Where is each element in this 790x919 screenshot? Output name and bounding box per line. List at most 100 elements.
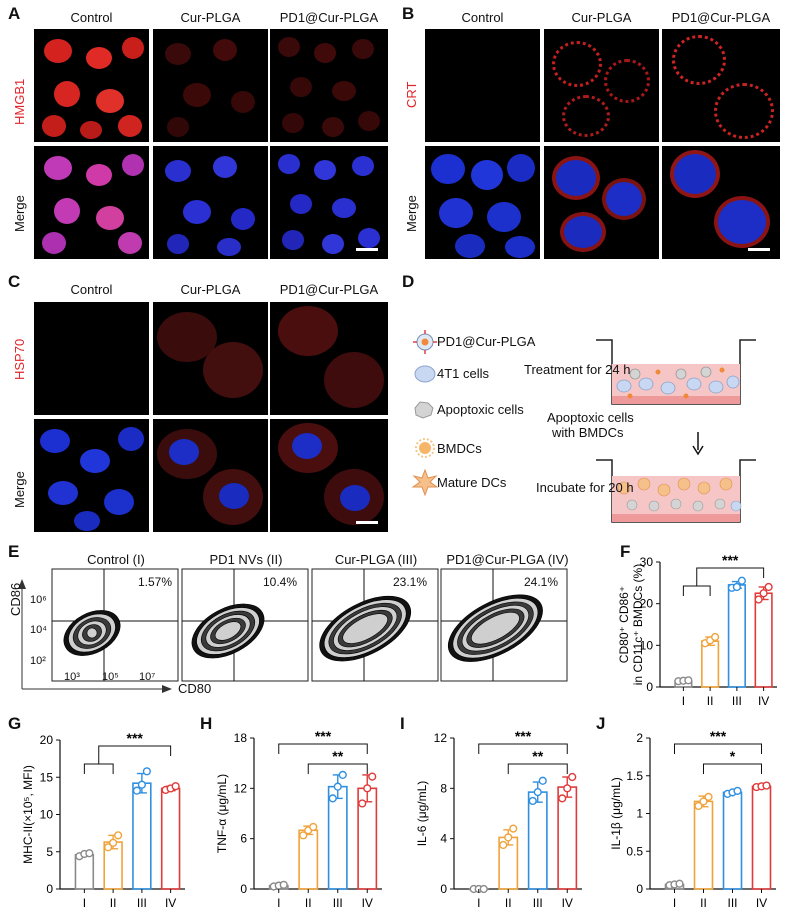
col-title-cur-plga: Cur-PLGA <box>571 10 632 25</box>
data-point <box>137 780 146 789</box>
micrograph-c-merge-control <box>34 419 149 532</box>
x-tick-label: III <box>333 896 343 910</box>
data-point <box>504 833 513 842</box>
density-contour <box>471 612 520 645</box>
x-tick-label: I <box>682 694 685 708</box>
data-point <box>737 576 746 585</box>
density-contour <box>214 621 242 641</box>
y-tick-label: 6 <box>240 832 247 846</box>
col-title-pd1-cur-plga: PD1@Cur-PLGA <box>671 10 771 25</box>
pd1-cur-plga-icon <box>413 330 437 354</box>
arrow-label-line1: Apoptoxic cells <box>547 410 634 425</box>
data-point <box>509 824 518 833</box>
y-tick-label: 1 <box>636 807 643 821</box>
data-point <box>328 794 337 803</box>
flow-title-cur-plga: Cur-PLGA (III) <box>334 552 418 567</box>
y-tick-label: 8 <box>440 781 447 795</box>
bar-IV <box>557 786 578 890</box>
y-tick-label: 30 <box>640 555 654 569</box>
sig-label: * <box>730 748 736 764</box>
panel-label-i: I <box>400 714 405 733</box>
flow-title-pd1-nvs: PD1 NVs (II) <box>209 552 283 567</box>
data-point <box>171 782 180 791</box>
sig-bracket <box>696 567 765 586</box>
data-point <box>754 595 763 604</box>
panel-label-h: H <box>200 714 213 733</box>
micrograph-c-merge-pd1-cur-plga <box>270 419 388 532</box>
sig-label: *** <box>127 730 144 746</box>
x-tick-label: III <box>732 694 742 708</box>
x-tick-label: IV <box>165 896 176 910</box>
bar-IV <box>754 592 773 688</box>
data-point <box>279 880 288 889</box>
data-point <box>732 582 741 592</box>
x-tick-label: III <box>533 896 543 910</box>
scale-bar <box>356 521 378 524</box>
flow-xtick-1e3: 10³ <box>64 671 80 683</box>
x-tick-label: IV <box>758 694 769 708</box>
data-point <box>114 831 123 840</box>
y-tick-label: 0 <box>636 882 643 896</box>
data-point <box>299 831 308 840</box>
micrograph-b-crt-cur-plga <box>544 29 659 142</box>
x-tick-label: II <box>305 896 312 910</box>
data-point <box>759 589 768 598</box>
x-tick-label: I <box>277 896 280 910</box>
data-point <box>309 822 318 832</box>
y-tick-label: 12 <box>434 731 448 745</box>
bar-III <box>722 791 743 890</box>
y-tick-label: 18 <box>234 731 248 745</box>
sig-label: ** <box>332 748 343 764</box>
flow-ytick-1e4: 10⁴ <box>30 624 47 636</box>
panel-label-a: A <box>8 4 21 23</box>
step-label-treatment: Treatment for 24 h <box>524 362 631 377</box>
panel-label-b: B <box>402 4 415 23</box>
data-point <box>762 781 771 790</box>
panel-label-c: C <box>8 272 21 291</box>
y-tick-label: 20 <box>40 733 54 747</box>
col-title-pd1-cur-plga: PD1@Cur-PLGA <box>279 10 379 25</box>
y-tick-label: 0.5 <box>626 844 643 858</box>
y-tick-label: 0 <box>46 882 53 896</box>
data-point <box>479 884 488 894</box>
y-tick-label: 2 <box>636 731 643 745</box>
col-title-pd1-cur-plga: PD1@Cur-PLGA <box>279 282 379 297</box>
micrograph-a-merge-control <box>34 146 149 259</box>
sig-label: *** <box>315 728 332 744</box>
micrograph-b-merge-pd1-cur-plga <box>662 146 780 259</box>
x-tick-label: I <box>673 896 676 910</box>
micrograph-b-crt-control <box>425 29 540 142</box>
data-point <box>694 801 703 811</box>
micrograph-b-merge-control <box>425 146 540 259</box>
micrograph-c-merge-cur-plga <box>153 419 268 532</box>
sig-bracket <box>307 763 368 774</box>
data-point <box>699 797 708 806</box>
flow-title-control: Control (I) <box>87 552 145 567</box>
sig-bracket <box>83 763 114 774</box>
flow-xlabel-cd80: CD80 <box>178 681 212 696</box>
y-tick-label: 5 <box>46 845 53 859</box>
y-tick-label: 0 <box>440 882 447 896</box>
x-tick-label: II <box>700 896 707 910</box>
y-axis-label: IL-1β (μg/mL) <box>609 777 623 850</box>
bar-III <box>527 791 548 890</box>
flow-cytometry-plots <box>18 568 568 693</box>
micrograph-a-hmgb1-pd1-cur-plga <box>270 29 388 142</box>
data-point <box>109 838 118 847</box>
data-point <box>338 770 347 780</box>
data-point <box>704 792 713 801</box>
data-point <box>363 784 372 793</box>
panel-label-d: D <box>402 272 415 291</box>
mature-dc-icon <box>411 468 439 497</box>
flow-xtick-1e7: 10⁷ <box>139 671 156 683</box>
col-title-cur-plga: Cur-PLGA <box>180 10 241 25</box>
apoptotic-cell-icon <box>414 401 434 419</box>
4t1-cell-icon <box>414 365 436 383</box>
micrograph-c-hsp70-pd1-cur-plga <box>270 302 388 415</box>
legend-mature-dcs: Mature DCs <box>437 475 507 490</box>
bar-III <box>727 584 746 688</box>
legend-4t1-cells: 4T1 cells <box>437 366 490 381</box>
x-tick-label: IV <box>562 896 573 910</box>
